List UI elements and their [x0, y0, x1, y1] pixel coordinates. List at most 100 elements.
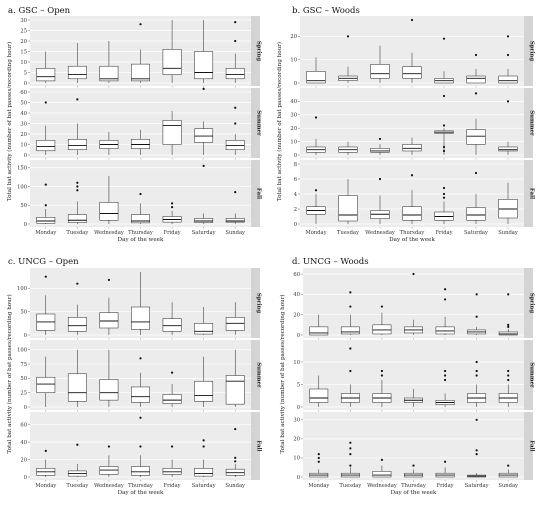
panel-2-ylabel: Total bat activity (number of bat passes…: [276, 42, 283, 201]
panel-3-xtick-label-monday: Monday: [35, 483, 56, 489]
panel-1-fall-sunday-box: [225, 218, 245, 223]
panel-4-spring-thursday-outlier-point: [412, 272, 415, 276]
panel-3-summer-sunday-box: [225, 375, 245, 405]
panel-1-fall-strip: [251, 160, 260, 227]
panel-4-summer-wednesday-outlier-point: [380, 369, 384, 373]
panel-1-summer-ytick-label: 60: [20, 90, 27, 96]
panel-3-fall-ytick-label: 0: [24, 475, 27, 481]
panel-1-spring-strip: [251, 16, 260, 86]
panel-4-spring-ytick-label: 0: [297, 333, 300, 339]
panel-4-xtick-label-thursday: Thursday: [401, 483, 426, 489]
panel-2-fall-friday-outlier-point: [442, 196, 446, 199]
panel-1-fall-monday-outlier-point: [44, 204, 47, 207]
panel-3-fall-saturday-outlier-point: [202, 439, 205, 442]
panel-2-xtick-label-sunday: Sunday: [498, 230, 518, 236]
panel-1-summer-ytick-label: 30: [20, 121, 27, 127]
panel-4-spring-monday-box: [309, 326, 329, 336]
panel-3-fall-wednesday-outlier-point: [107, 445, 111, 448]
panel-4-spring-friday-outlier-point: [443, 298, 447, 301]
panel-2-fall-friday-outlier-point: [442, 186, 446, 190]
panel-2-spring-friday-outlier-point: [442, 37, 446, 40]
panel-4-fall-tuesday-outlier-point: [349, 447, 352, 450]
panel-1-summer-strip-label: Summer: [255, 110, 261, 136]
panel-2-xtick-label-friday: Friday: [435, 230, 452, 236]
panel-3-summer-wednesday-box: [99, 379, 119, 401]
panel-1-spring-ytick-label: 20: [20, 39, 27, 45]
panel-4-fall-tuesday-outlier-point: [349, 441, 352, 444]
panel-3-spring-saturday-box: [194, 323, 214, 335]
panel-2-fall-tuesday-box: [338, 195, 358, 222]
panel-2-fall-friday-outlier-point: [442, 192, 446, 196]
panel-4-fall-wednesday-box: [372, 471, 392, 478]
panel-2-fall-saturday-box: [466, 207, 486, 221]
panel-1-summer-sunday-box: [225, 140, 245, 151]
panel-4-fall-monday-outlier-point: [317, 460, 320, 463]
panel-2-summer-monday-outlier-point: [314, 116, 318, 119]
panel-3-ylabel: Total bat activity (number of bat passes…: [6, 294, 13, 453]
panel-1-spring-ytick-label: 0: [24, 81, 27, 87]
panel-2-spring-saturday-outlier-point: [474, 53, 478, 57]
panel-3-fall-thursday-outlier-point: [139, 445, 142, 448]
panel-4-summer-sunday-outlier-point: [507, 374, 510, 377]
panel-4-spring-friday-box: [435, 326, 455, 335]
panel-4-spring-sunday-outlier-point: [507, 293, 510, 296]
panel-3-xtick-label-saturday: Saturday: [192, 483, 216, 489]
panel-3-spring-wednesday-box: [99, 312, 119, 329]
panel-1-fall-wednesday-box: [99, 202, 119, 221]
panel-3-summer-ytick-label: 100: [17, 348, 27, 354]
panel-1-summer-ytick-label: 50: [20, 100, 27, 106]
panel-4-summer-sunday-outlier-point: [507, 378, 510, 382]
panel-3-spring-tuesday-box: [67, 317, 87, 332]
panel-1-summer-tuesday-box: [67, 139, 87, 150]
panel-2-spring-ytick-label: 20: [290, 34, 297, 40]
panel-2-summer-ytick-label: 20: [290, 126, 297, 132]
panel-1-summer-monday-outlier-point: [44, 101, 47, 104]
panel-2-summer-ytick-label: 0: [294, 153, 297, 159]
panel-4-xtick-label-sunday: Sunday: [498, 483, 518, 489]
panel-3-summer-thursday-outlier-point: [139, 357, 142, 360]
panel-3-fall-saturday-outlier-point: [202, 445, 205, 448]
panel-1-summer-monday-box: [36, 140, 56, 152]
panel-1-fall-thursday-outlier-point: [139, 192, 142, 196]
panel-3-summer-saturday-box: [194, 380, 214, 402]
panel-4-fall-wednesday-outlier-point: [380, 458, 384, 461]
panel-4-spring-wednesday-box: [372, 324, 392, 335]
panel-1-fall-ytick-label: 150: [17, 166, 27, 172]
panel-1-xtick-label-tuesday: Tuesday: [66, 230, 88, 236]
panel-3-summer-tuesday-box: [67, 373, 87, 402]
panel-2-xtick-label-monday: Monday: [305, 230, 326, 236]
panel-3-xtick-label-thursday: Thursday: [128, 483, 153, 489]
panel-3-summer-thursday-box: [131, 386, 150, 403]
panel-2-summer-ytick-label: 40: [290, 99, 297, 105]
panel-2-summer-strip-label: Summer: [528, 110, 534, 136]
panel-1-fall-ytick-label: 50: [20, 203, 27, 209]
panel-4-xtick-label-wednesday: Wednesday: [367, 483, 397, 489]
panel-3-fall-monday-outlier-point: [44, 449, 47, 452]
panel-1-spring-friday-box: [162, 49, 182, 75]
panel-2-spring-sunday-outlier-point: [506, 53, 510, 57]
panel-4-fall-saturday-outlier-point: [475, 418, 478, 421]
panel-4-spring-sunday-box: [498, 331, 518, 336]
panel-4-spring-tuesday-box: [340, 326, 360, 335]
panel-2-summer-ytick-label: 10: [290, 139, 297, 145]
panel-3-xtick-label-wednesday: Wednesday: [94, 483, 124, 489]
panel-4-fall-strip: [524, 412, 533, 480]
panel-3-xtick-label-tuesday: Tuesday: [66, 483, 88, 489]
panel-1-spring-strip-label: Spring: [255, 41, 261, 61]
panel-2-fall-ytick-label: 2: [294, 207, 297, 213]
panel-1-xtick-label-sunday: Sunday: [225, 230, 245, 236]
panel-3-spring-monday-outlier-point: [44, 275, 47, 278]
panel-1-summer-sunday-outlier-point: [234, 122, 237, 125]
panel-3-spring-ytick-label: 50: [20, 309, 27, 315]
panel-3-spring-wednesday-outlier-point: [107, 278, 111, 282]
panel-2-summer-sunday-box: [498, 146, 518, 152]
panel-4-fall-tuesday-outlier-point: [349, 453, 352, 456]
panel-1-summer-sunday-outlier-point: [234, 106, 237, 109]
panel-3-fall-sunday-outlier-point: [234, 456, 237, 459]
panel-4-spring-ytick-label: 60: [293, 272, 300, 278]
panel-4-fall-friday-outlier-point: [443, 460, 447, 463]
panel-4-fall-ytick-label: 20: [293, 437, 300, 443]
panel-3-spring-ytick-label: 100: [17, 286, 27, 292]
panel-1-spring-monday-box: [36, 68, 56, 82]
panel-3-spring-sunday-box: [225, 317, 245, 331]
